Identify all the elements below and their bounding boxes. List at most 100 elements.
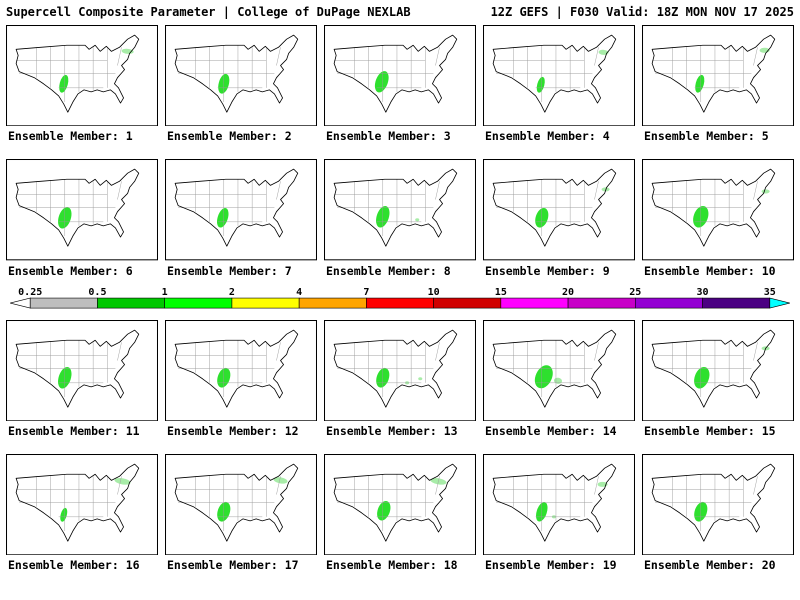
us-map — [642, 454, 794, 556]
us-outline — [333, 169, 458, 247]
colorbar-segment — [231, 297, 300, 309]
state-boundaries — [16, 474, 122, 532]
scp-shaded-area — [374, 71, 389, 93]
ensemble-panel: Ensemble Member: 11 — [6, 319, 158, 439]
map-border — [483, 454, 635, 556]
ensemble-grid-bottom: Ensemble Member: 11 Ensemble Member: 12 En… — [6, 318, 794, 575]
us-map — [165, 25, 317, 127]
map-border — [165, 319, 317, 422]
state-boundaries — [16, 179, 122, 237]
us-map — [483, 454, 635, 556]
map-border — [483, 319, 635, 422]
state-boundaries — [334, 179, 440, 237]
scp-shaded-area — [60, 508, 68, 522]
scp-shaded-area — [377, 501, 391, 521]
scp-shaded-area — [418, 377, 423, 381]
ensemble-panel: Ensemble Member: 1 — [6, 25, 158, 143]
us-outline — [174, 34, 299, 113]
colorbar-tick-label: 20 — [562, 287, 574, 298]
us-outline — [651, 169, 776, 247]
us-map — [324, 454, 476, 556]
ensemble-panel: Ensemble Member: 15 — [642, 319, 794, 438]
us-map — [6, 454, 158, 556]
ensemble-panel: Ensemble Member: 19 — [483, 454, 635, 572]
map-border — [324, 454, 476, 556]
state-boundaries — [334, 340, 440, 397]
us-outline — [174, 329, 299, 408]
colorbar: 0.25 0.5 1 2 4 7 10 15 20 25 30 35 — [6, 280, 794, 318]
map-border — [324, 25, 476, 127]
colorbar-left-arrow — [10, 297, 31, 309]
ensemble-panel: Ensemble Member: 2 — [165, 25, 317, 143]
us-outline — [15, 329, 140, 408]
state-boundaries — [334, 474, 440, 532]
colorbar-tick-label: 7 — [363, 287, 369, 298]
ensemble-member-label: Ensemble Member: 1 — [8, 129, 133, 144]
colorbar-tick-label: 1 — [162, 287, 168, 298]
us-outline — [15, 169, 140, 247]
scp-shaded-area — [59, 74, 69, 93]
scp-shaded-area — [694, 366, 710, 389]
run-valid-info: 12Z GEFS | F030 Valid: 18Z MON NOV 17 20… — [490, 5, 794, 19]
ensemble-member-label: Ensemble Member: 3 — [326, 129, 451, 144]
ensemble-panel: Ensemble Member: 5 — [642, 25, 794, 143]
ensemble-member-label: Ensemble Member: 18 — [326, 558, 458, 573]
us-map — [324, 25, 476, 127]
ensemble-panel: Ensemble Member: 17 — [165, 454, 317, 572]
ensemble-grid-top: Ensemble Member: 1 Ensemble Member: 2 Ense… — [6, 23, 794, 280]
us-map — [642, 25, 794, 127]
us-outline — [492, 329, 617, 408]
colorbar-segment — [635, 297, 703, 309]
ensemble-panel: Ensemble Member: 13 — [324, 319, 476, 439]
map-border — [642, 319, 794, 422]
state-boundaries — [652, 179, 758, 237]
map-border — [6, 25, 158, 127]
state-boundaries — [652, 474, 758, 532]
colorbar-segment — [97, 297, 165, 309]
state-boundaries — [493, 474, 599, 532]
colorbar-tick-label: 4 — [296, 287, 302, 298]
ensemble-panel: Ensemble Member: 9 — [483, 159, 635, 278]
ensemble-member-label: Ensemble Member: 8 — [326, 263, 451, 278]
scp-shaded-area — [415, 218, 420, 222]
map-border — [483, 25, 635, 127]
ensemble-member-label: Ensemble Member: 4 — [485, 129, 610, 144]
state-boundaries — [652, 45, 758, 103]
ensemble-panel: Ensemble Member: 18 — [324, 454, 476, 572]
colorbar-scale: 0.25 0.5 1 2 4 7 10 15 20 25 30 35 — [10, 287, 790, 309]
ensemble-member-label: Ensemble Member: 13 — [326, 424, 458, 439]
us-map — [6, 319, 158, 422]
header: Supercell Composite Parameter | College … — [6, 3, 794, 23]
ensemble-panel: Ensemble Member: 12 — [165, 319, 317, 438]
us-outline — [174, 463, 299, 542]
map-border — [165, 159, 317, 261]
map-border — [483, 159, 635, 261]
state-boundaries — [16, 340, 122, 397]
us-map — [483, 319, 635, 422]
ensemble-member-label: Ensemble Member: 11 — [8, 424, 140, 439]
us-outline — [492, 169, 617, 247]
map-border — [642, 25, 794, 127]
map-border — [165, 25, 317, 127]
map-border — [642, 454, 794, 556]
us-outline — [15, 463, 140, 542]
us-map — [6, 159, 158, 261]
map-border — [642, 159, 794, 261]
ensemble-member-label: Ensemble Member: 9 — [485, 263, 610, 278]
state-boundaries — [493, 179, 599, 237]
ensemble-panel: Ensemble Member: 10 — [642, 159, 794, 278]
us-map — [483, 25, 635, 127]
map-border — [165, 454, 317, 556]
us-map — [324, 159, 476, 261]
ensemble-panel: Ensemble Member: 20 — [642, 454, 794, 572]
colorbar-segment — [567, 297, 636, 309]
ensemble-panel: Ensemble Member: 3 — [324, 25, 476, 143]
state-boundaries — [175, 340, 281, 397]
ensemble-panel: Ensemble Member: 8 — [324, 159, 476, 278]
us-map — [165, 319, 317, 422]
colorbar-tick-label: 0.25 — [18, 287, 42, 298]
state-boundaries — [16, 45, 122, 103]
ensemble-member-label: Ensemble Member: 20 — [644, 558, 776, 573]
us-outline — [174, 169, 299, 247]
colorbar-segment — [29, 297, 98, 309]
